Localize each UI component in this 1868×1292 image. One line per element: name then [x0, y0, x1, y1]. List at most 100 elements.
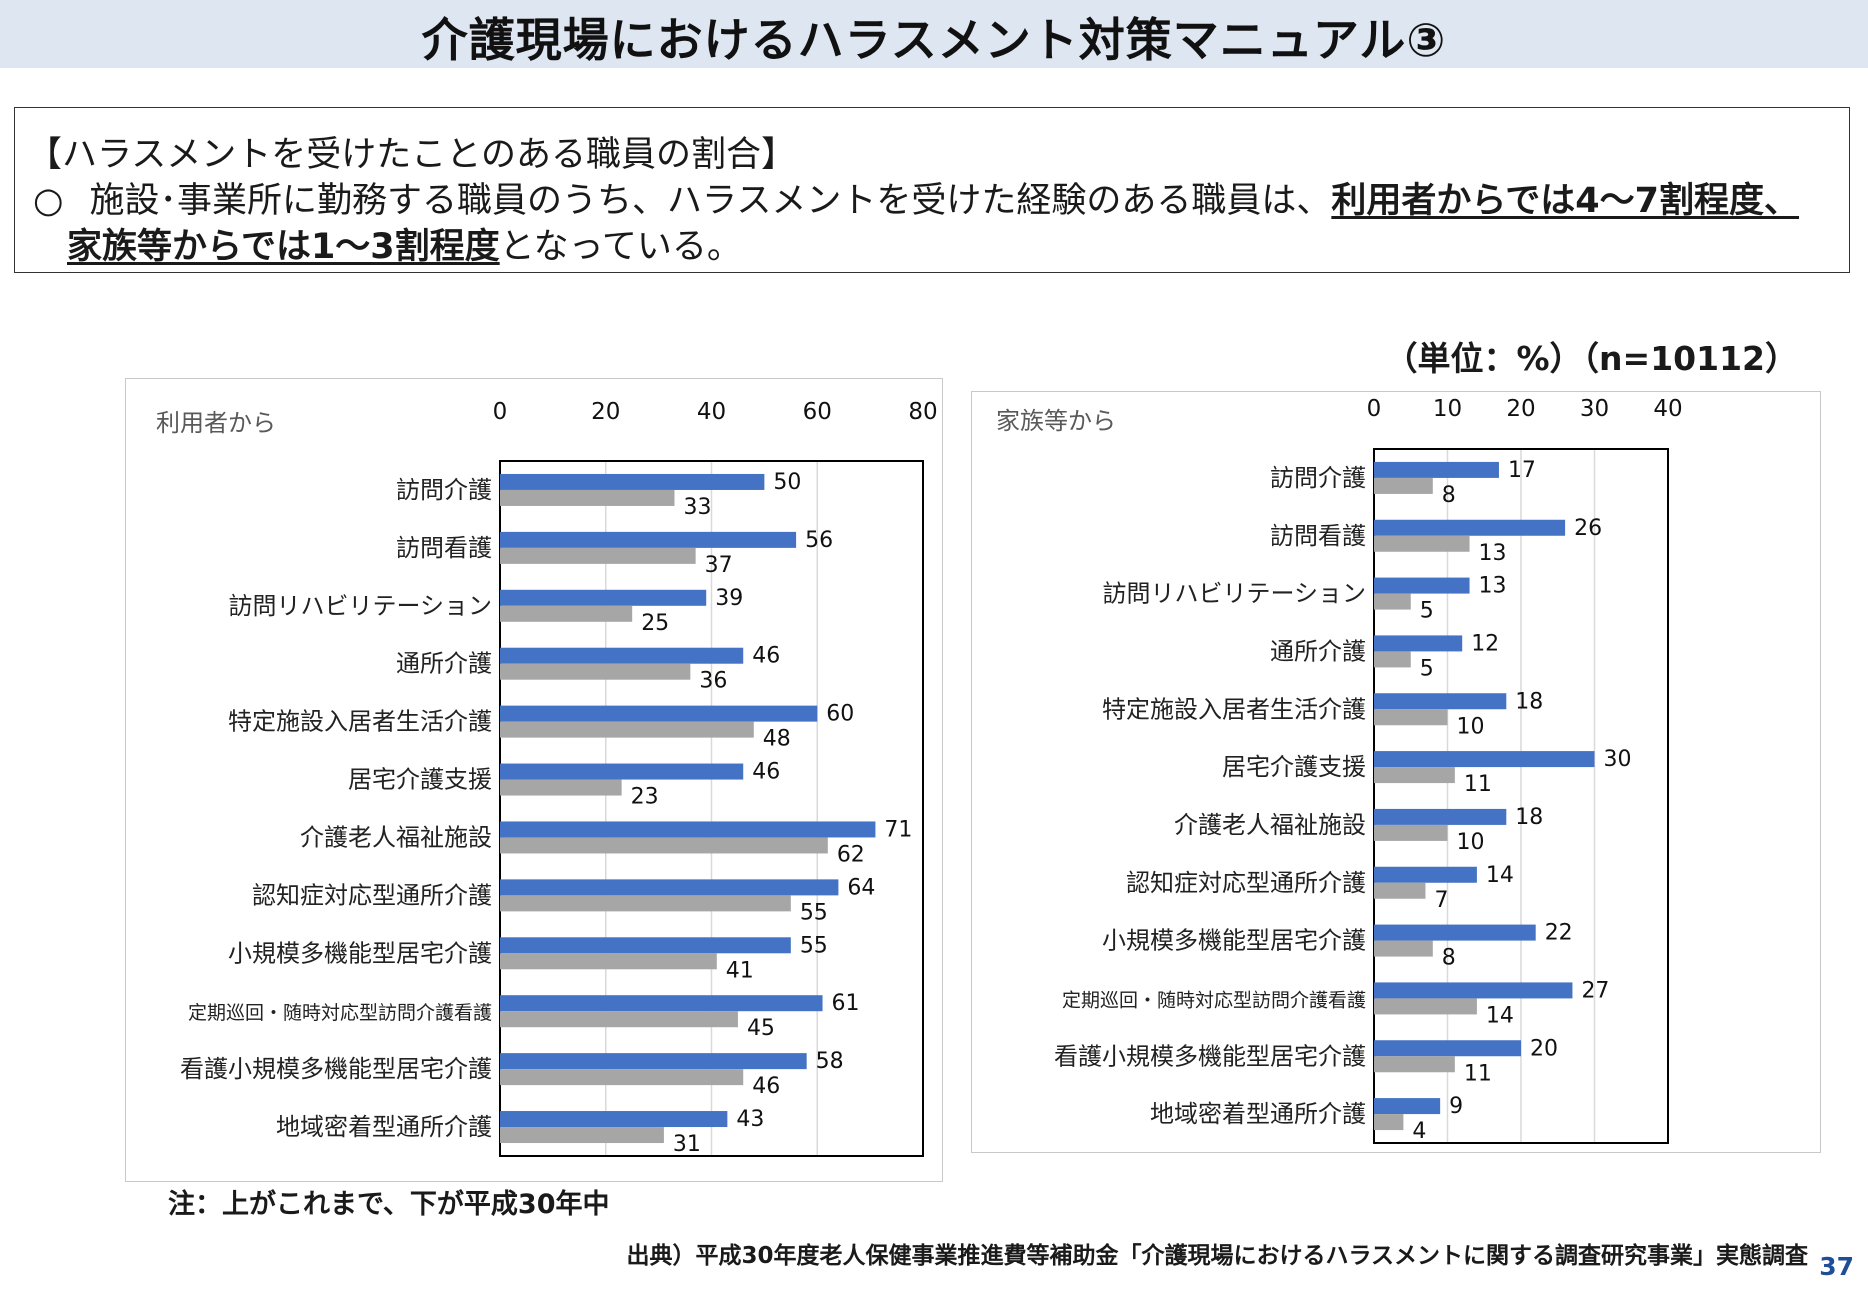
category-label: 看護小規模多機能型居宅介護 — [1054, 1042, 1366, 1070]
page-title: 介護現場におけるハラスメント対策マニュアル③ — [421, 13, 1447, 67]
data-label-fy2018: 10 — [1457, 714, 1485, 739]
summary-emphasis-1: 利用者からでは4～7割程度、 — [1331, 181, 1800, 221]
data-label-until-now: 71 — [884, 817, 912, 842]
category-label: 特定施設入居者生活介護 — [1102, 695, 1366, 723]
bar-until-now — [500, 879, 839, 896]
data-label-until-now: 64 — [847, 875, 875, 900]
bar-until-now — [1374, 577, 1470, 594]
chart-panel-family: 家族等から 0 10 20 30 40 訪問介護 17 8 訪問看護 26 13 訪問リハビリテーション… — [971, 391, 1821, 1153]
category-label: 地域密着型通所介護 — [1150, 1100, 1366, 1128]
bar-fy2018 — [500, 779, 622, 796]
bar-fy2018 — [1374, 767, 1455, 784]
bar-until-now — [1374, 866, 1477, 883]
category-label: 訪問看護 — [1270, 522, 1366, 550]
x-tick-label: 20 — [591, 399, 620, 425]
data-label-until-now: 27 — [1581, 978, 1609, 1003]
category-label: 訪問介護 — [396, 476, 492, 504]
data-label-fy2018: 7 — [1434, 888, 1448, 913]
bar-until-now — [500, 589, 707, 606]
x-tick-label: 40 — [697, 399, 726, 425]
chart-title: 家族等から — [996, 407, 1116, 435]
data-label-fy2018: 45 — [747, 1016, 775, 1041]
data-label-fy2018: 8 — [1442, 483, 1456, 508]
bar-fy2018 — [500, 895, 791, 912]
data-label-fy2018: 5 — [1420, 599, 1434, 624]
data-label-fy2018: 62 — [837, 842, 865, 867]
data-label-until-now: 30 — [1604, 747, 1632, 772]
bar-fy2018 — [1374, 1114, 1404, 1131]
bar-until-now — [1374, 751, 1595, 768]
data-label-fy2018: 48 — [763, 727, 791, 752]
bar-until-now — [1374, 1098, 1441, 1115]
data-label-fy2018: 8 — [1442, 946, 1456, 971]
plot-frame — [499, 460, 924, 1157]
plot-frame — [1373, 448, 1669, 1144]
summary-box: 【ハラスメントを受けたことのある職員の割合】 ○ 施設･事業所に勤務する職員のうち… — [14, 107, 1850, 273]
bar-until-now — [1374, 924, 1536, 941]
data-label-fy2018: 23 — [631, 785, 659, 810]
data-label-until-now: 56 — [805, 528, 833, 553]
data-label-until-now: 22 — [1545, 921, 1573, 946]
category-label: 通所介護 — [1270, 637, 1366, 665]
bar-until-now — [500, 821, 876, 838]
bar-until-now — [1374, 519, 1566, 536]
bar-fy2018 — [500, 489, 675, 506]
bar-until-now — [500, 1111, 728, 1128]
chart-users: 利用者から 0 20 40 60 80 訪問介護 50 33 訪問看護 56 37 訪問リハビリテーショ… — [156, 399, 938, 1157]
category-label: 定期巡回・随時対応型訪問介護看護 — [1062, 989, 1366, 1011]
bar-until-now — [500, 763, 744, 780]
summary-heading: 【ハラスメントを受けたことのある職員の割合】 — [27, 135, 796, 175]
bar-until-now — [500, 647, 744, 664]
x-tick-label: 60 — [803, 399, 832, 425]
bar-fy2018 — [1374, 535, 1470, 552]
category-label: 訪問リハビリテーション — [228, 592, 492, 620]
category-label: 介護老人福祉施設 — [300, 823, 492, 851]
bar-until-now — [1374, 1040, 1521, 1057]
category-label: 通所介護 — [396, 650, 492, 678]
bar-fy2018 — [1374, 593, 1411, 610]
bar-until-now — [500, 705, 818, 722]
bar-until-now — [500, 1053, 807, 1070]
x-tick-label: 10 — [1433, 396, 1462, 422]
chart-panel-users: 利用者から 0 20 40 60 80 訪問介護 50 33 訪問看護 56 37 訪問リハビリテーショ… — [125, 378, 943, 1182]
data-label-fy2018: 31 — [673, 1132, 701, 1157]
category-label: 介護老人福祉施設 — [1174, 811, 1366, 839]
bar-fy2018 — [500, 721, 754, 738]
bar-fy2018 — [1374, 477, 1433, 494]
data-label-until-now: 46 — [752, 644, 780, 669]
summary-emphasis-2: 家族等からでは1～3割程度 — [67, 227, 500, 267]
bar-fy2018 — [500, 547, 696, 564]
category-label: 看護小規模多機能型居宅介護 — [180, 1055, 492, 1083]
x-tick-label: 20 — [1506, 396, 1535, 422]
data-label-until-now: 14 — [1486, 863, 1514, 888]
title-bar — [0, 0, 1868, 68]
data-label-fy2018: 11 — [1464, 772, 1492, 797]
category-label: 居宅介護支援 — [1222, 753, 1366, 781]
category-label: 訪問看護 — [396, 534, 492, 562]
data-label-until-now: 55 — [800, 933, 828, 958]
bar-until-now — [500, 531, 797, 548]
bar-until-now — [1374, 461, 1499, 478]
data-label-until-now: 9 — [1449, 1094, 1463, 1119]
bar-fy2018 — [1374, 882, 1426, 899]
data-label-until-now: 12 — [1471, 631, 1499, 656]
bar-fy2018 — [1374, 824, 1448, 841]
data-label-fy2018: 5 — [1420, 656, 1434, 681]
data-label-fy2018: 55 — [800, 900, 828, 925]
data-label-fy2018: 11 — [1464, 1061, 1492, 1086]
data-label-until-now: 61 — [832, 991, 860, 1016]
summary-line-1: ○ 施設･事業所に勤務する職員のうち、ハラスメントを受けた経験のある職員は、利用者… — [33, 172, 1799, 223]
bar-until-now — [1374, 635, 1463, 652]
data-label-fy2018: 4 — [1412, 1119, 1426, 1144]
data-label-until-now: 60 — [826, 702, 854, 727]
bar-until-now — [1374, 808, 1507, 825]
bar-until-now — [1374, 982, 1573, 999]
category-label: 地域密着型通所介護 — [276, 1113, 492, 1141]
data-label-until-now: 58 — [816, 1049, 844, 1074]
bar-fy2018 — [500, 663, 691, 680]
bar-fy2018 — [1374, 940, 1433, 957]
bar-fy2018 — [500, 1127, 664, 1144]
bar-until-now — [1374, 693, 1507, 710]
summary-text-2: となっている。 — [499, 227, 742, 267]
category-label: 居宅介護支援 — [348, 766, 492, 794]
